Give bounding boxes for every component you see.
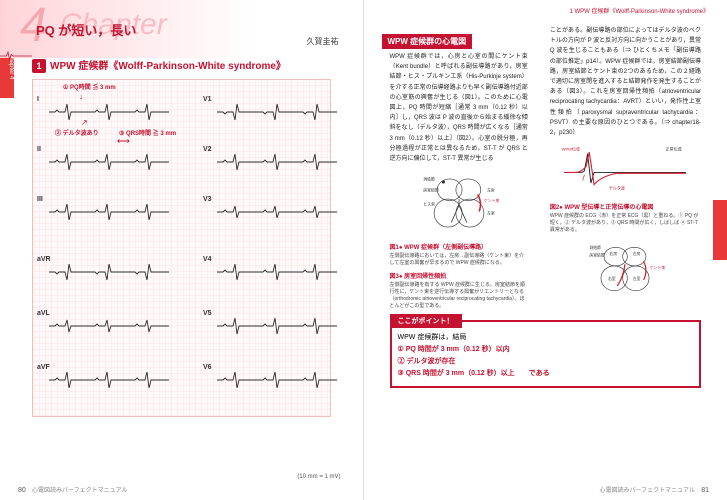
ecg-trace: [217, 98, 347, 126]
page-number: 80: [18, 487, 26, 494]
footer-text: 心電図読みパーフェクトマニュアル: [32, 485, 127, 494]
point-title: WPW 症候群は，結局: [398, 332, 694, 344]
body-paragraph: ことがある。副伝導路の部位によってはデルタ波のベクトルの方向が P 波と反対方向…: [550, 26, 701, 138]
ecg-trace: [49, 198, 189, 226]
ecg-trace: [49, 98, 189, 126]
key-point-box: ここがポイント！ WPW 症候群は，結局 ① PQ 時間が 3 mm（0.12 …: [390, 320, 702, 388]
scale-note: (10 mm = 1 mV): [297, 474, 340, 480]
svg-text:ヒス束: ヒス束: [423, 201, 435, 206]
lead-label: V6: [203, 364, 212, 371]
point-item: ③ QRS 時間が 3 mm（0.12 秒）以上 である: [398, 368, 694, 380]
figure-3-caption: 図3● 房室回帰性頻拍: [390, 271, 536, 280]
figure-2-caption: 図2● WPW 型伝導と正常伝導の心電図: [550, 202, 709, 211]
svg-text:ケント束: ケント束: [650, 265, 665, 270]
svg-text:房室結節: 房室結節: [423, 187, 439, 192]
svg-text:左室: 左室: [633, 276, 641, 281]
figure-2-subcaption: WPW 症候群の ECG（赤）を正常 ECG（黒）と重ねる。① PQ が短く，②…: [550, 213, 701, 234]
svg-text:WPW伝導: WPW伝導: [562, 146, 580, 152]
page-number: 81: [701, 487, 709, 494]
ecg-icon: [0, 50, 32, 62]
column-left: WPW 症候群の心電図 WPW 症候群では，心房と心室の間にケント束（Kent …: [382, 26, 536, 314]
bracket-icon: ⟷: [117, 136, 130, 147]
svg-text:右室: 右室: [608, 276, 616, 281]
figure-3-heart-diagram: 房室結節 洞結節 右房 左房 右室 左室 ケント束: [585, 238, 665, 300]
lead-label: III: [37, 196, 43, 203]
lead-label: II: [37, 146, 41, 153]
ecg-trace: [217, 312, 347, 340]
section-heading: 1 WPW 症候群《Wolff-Parkinson-White syndrome》: [32, 57, 345, 73]
page-title: PQ が短い，長い: [18, 12, 345, 39]
svg-text:右房: 右房: [610, 251, 618, 256]
ecg-trace: [49, 258, 189, 286]
figure-3-subcaption: 左側副伝導路を有する WPW 症候群に生じる。房室結節を順行性に，ケント束を逆行…: [390, 282, 528, 310]
ecg-trace: [49, 366, 189, 394]
label-sinus: 洞結節: [423, 177, 435, 182]
svg-text:洞結節: 洞結節: [590, 245, 602, 250]
ecg-trace: [49, 148, 189, 176]
section-title-text: WPW 症候群《Wolff-Parkinson-White syndrome》: [50, 61, 286, 72]
running-head: 1 WPW 症候群《Wolff-Parkinson-White syndrome…: [570, 6, 709, 15]
figure-1-caption: 図1● WPW 症候群（左側副伝導路）: [390, 242, 536, 251]
chapter-tab-right: [713, 200, 727, 260]
page-left: Chapter 4 4 Chapter PQ が短い，長い 久賀圭祐 1WPW …: [0, 0, 364, 500]
lead-label: I: [37, 96, 39, 103]
svg-text:デルタ波: デルタ波: [609, 185, 625, 191]
lead-label: V4: [203, 256, 212, 263]
ecg-trace: [217, 148, 347, 176]
ecg-trace: [217, 198, 347, 226]
annotation-pq: ① PQ時間 ≦ 3 mm: [63, 82, 116, 91]
point-item: ① PQ 時間が 3 mm（0.12 秒）以内: [398, 344, 694, 356]
lead-label: V5: [203, 310, 212, 317]
box-title: WPW 症候群の心電図: [382, 34, 473, 49]
ecg-12lead-chart: I II III aVR aVL aVF V1 V2 V3 V4 V5 V6 ①…: [32, 79, 331, 417]
footer-text: 心電図読みパーフェクトマニュアル: [600, 485, 695, 494]
annotation-delta: ② デルタ波あり: [55, 128, 99, 137]
lead-label: aVF: [37, 364, 50, 371]
figure-1-heart-diagram: 洞結節 房室結節 ヒス束 左房 左室 ケント束: [419, 168, 499, 238]
figure-1-subcaption: 左側副伝導路においては，左房→副伝導路（ケント束）を介して左室の興奮が早まるので…: [390, 253, 528, 267]
svg-text:左房: 左房: [633, 251, 641, 256]
svg-text:正常伝導: 正常伝導: [666, 146, 682, 152]
point-item: ② デルタ波が存在: [398, 356, 694, 368]
key-point-tab: ここがポイント！: [390, 314, 462, 328]
lead-label: aVL: [37, 310, 50, 317]
key-point-body: WPW 症候群は，結局 ① PQ 時間が 3 mm（0.12 秒）以内 ② デル…: [398, 332, 694, 380]
ecg-trace: [217, 366, 347, 394]
svg-text:左室: 左室: [487, 211, 495, 216]
body-paragraph: WPW 症候群では，心房と心室の間にケント束（Kent bundle）と呼ばれる…: [390, 52, 528, 164]
lead-label: V1: [203, 96, 212, 103]
figure-2-waveform: WPW伝導 正常伝導 デルタ波: [560, 144, 690, 199]
lead-label: V3: [203, 196, 212, 203]
svg-text:ケント束: ケント束: [484, 198, 499, 203]
section-number: 1: [32, 59, 46, 73]
svg-text:房室結節: 房室結節: [590, 253, 606, 258]
svg-text:左房: 左房: [487, 187, 495, 192]
ecg-trace: [217, 258, 347, 286]
lead-label: V2: [203, 146, 212, 153]
page-right: 1 WPW 症候群《Wolff-Parkinson-White syndrome…: [364, 0, 727, 500]
column-right: ことがある。副伝導路の部位によってはデルタ波のベクトルの方向が P 波と反対方向…: [542, 26, 709, 314]
author: 久賀圭祐: [307, 36, 339, 47]
ecg-trace: [49, 312, 189, 340]
